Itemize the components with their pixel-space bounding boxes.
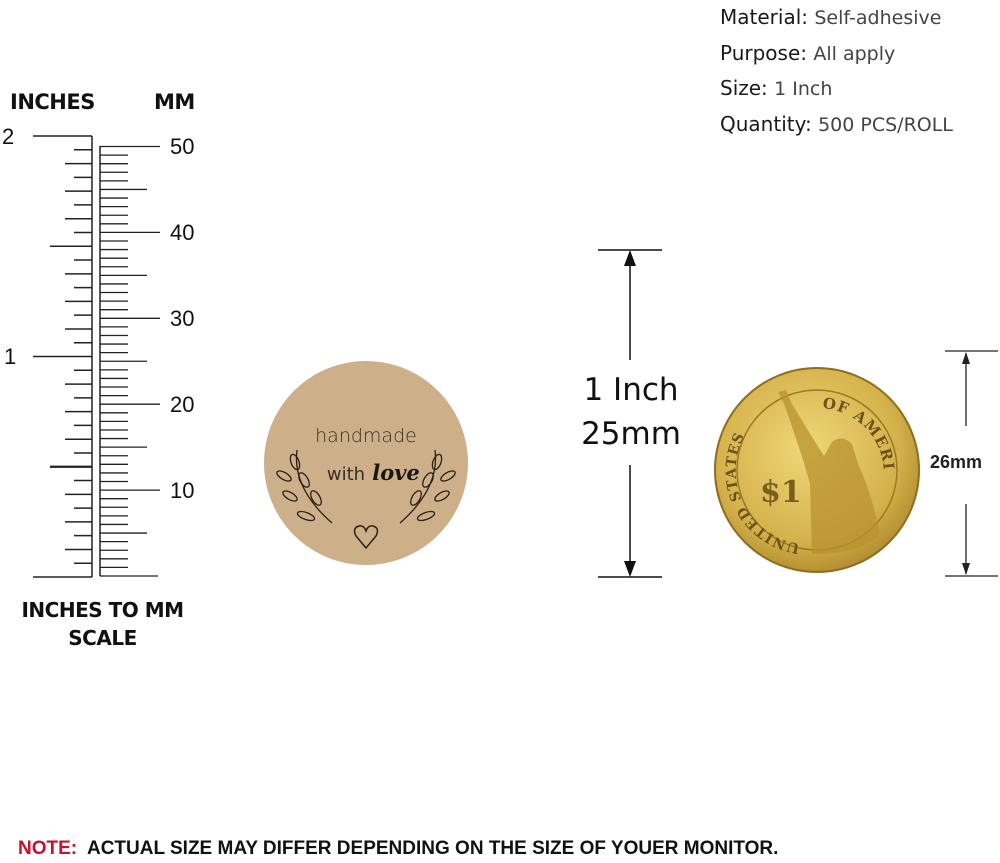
inch-label-1: 1 bbox=[4, 344, 17, 369]
sticker-image: handmade with love bbox=[264, 361, 468, 565]
ruler-caption-line2: SCALE bbox=[68, 626, 137, 650]
sticker-text-handmade: handmade bbox=[315, 425, 417, 447]
coin-denomination: $1 bbox=[760, 475, 802, 510]
laurel-right-icon bbox=[399, 449, 456, 524]
note-text: ACTUAL SIZE MAY DIFFER DEPENDING ON THE … bbox=[86, 838, 779, 859]
spec-quantity: Quantity: 500 PCS/ROLL bbox=[720, 111, 953, 136]
mm-label-50: 50 bbox=[170, 134, 195, 159]
laurel-left-icon bbox=[276, 449, 333, 524]
coin-dimension-label: 26mm bbox=[930, 452, 983, 472]
inch-label-2: 2 bbox=[2, 124, 15, 149]
spec-purpose: Purpose: All apply bbox=[720, 40, 896, 65]
sticker-disc bbox=[264, 361, 468, 565]
spec-material: Material: Self-adhesive bbox=[720, 5, 942, 29]
dimension-inch: 1 Inch bbox=[583, 372, 679, 408]
statue-of-liberty-icon bbox=[778, 390, 880, 554]
heart-icon bbox=[353, 525, 379, 550]
spec-size: Size: 1 Inch bbox=[720, 76, 833, 100]
note-prefix: NOTE: bbox=[18, 838, 78, 859]
inches-heading: INCHES bbox=[10, 90, 95, 114]
ruler-caption: INCHES TO MM SCALE bbox=[0, 596, 205, 652]
ruler-caption-line1: INCHES TO MM bbox=[21, 598, 184, 622]
mm-heading: MM bbox=[154, 90, 195, 114]
coin-dimension-arrow bbox=[945, 350, 998, 577]
coin-image: OF AMERICA UNITED STATES $1 bbox=[712, 364, 920, 573]
ruler-scale bbox=[33, 135, 160, 578]
mm-label-40: 40 bbox=[170, 220, 195, 245]
sticker-dimension-arrow bbox=[598, 249, 662, 578]
sticker-text-love: love bbox=[372, 460, 420, 485]
mm-label-10: 10 bbox=[170, 478, 195, 503]
mm-label-30: 30 bbox=[170, 306, 195, 331]
spec-list: Material: Self-adhesive Purpose: All app… bbox=[720, 0, 953, 142]
dimension-mm: 25mm bbox=[581, 416, 681, 452]
mm-label-20: 20 bbox=[170, 392, 195, 417]
sticker-text-with: with bbox=[327, 464, 365, 485]
disclaimer-note: NOTE: ACTUAL SIZE MAY DIFFER DEPENDING O… bbox=[18, 838, 778, 860]
sticker-dimension-label: 1 Inch 25mm bbox=[561, 368, 701, 456]
